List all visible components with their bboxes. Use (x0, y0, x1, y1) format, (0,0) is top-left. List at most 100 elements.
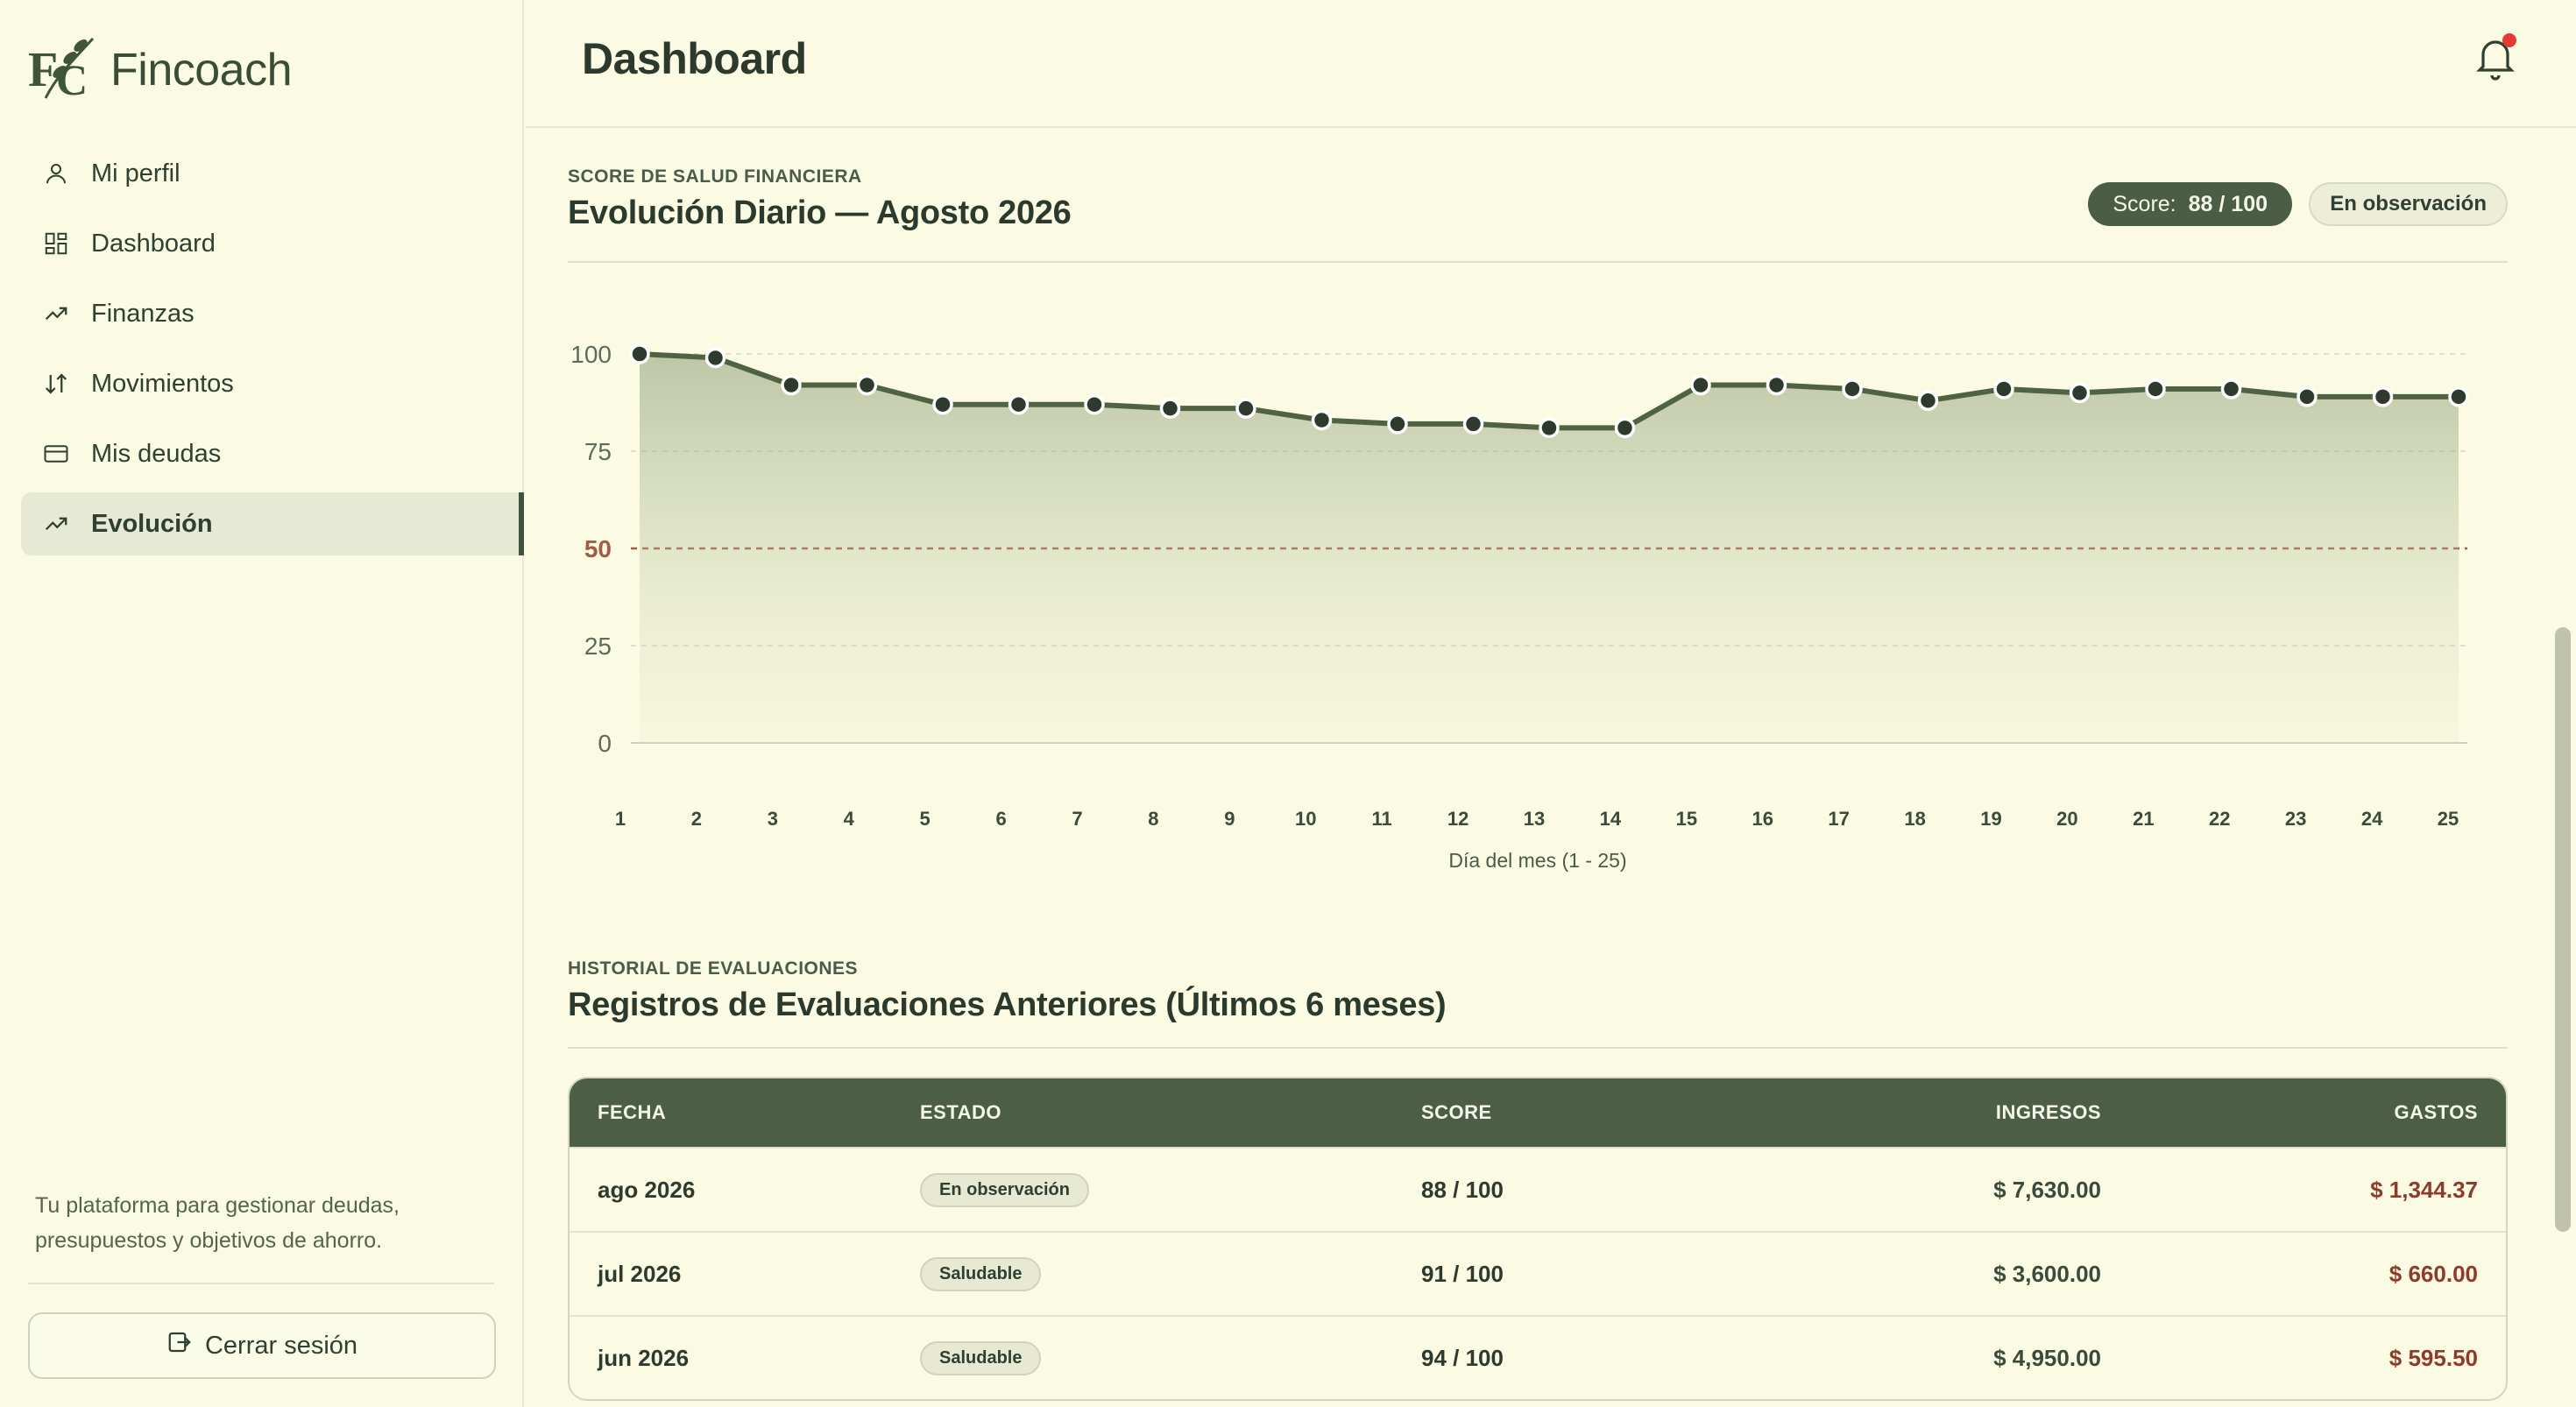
sidebar-nav: Mi perfil Dashboard Finanzas Movimientos… (21, 142, 524, 562)
x-tick-label: 25 (2438, 808, 2459, 830)
x-tick-label: 2 (691, 808, 702, 830)
cell-gastos: $ 595.50 (2388, 1344, 2478, 1371)
x-tick-label: 12 (1447, 808, 1468, 830)
x-tick-label: 18 (1904, 808, 1925, 830)
cell-gastos: $ 1,344.37 (2370, 1176, 2478, 1203)
bell-icon (2474, 40, 2516, 84)
score-label: Score: (2112, 191, 2176, 216)
y-tick-label: 75 (584, 438, 612, 465)
cell-ingresos: $ 7,630.00 (1993, 1176, 2101, 1203)
logout-label: Cerrar sesión (204, 1331, 358, 1360)
col-estado: ESTADO (920, 1101, 1002, 1123)
score-eyebrow: SCORE DE SALUD FINANCIERA (568, 166, 862, 187)
x-tick-label: 21 (2133, 808, 2154, 830)
col-score: SCORE (1421, 1101, 1492, 1123)
data-point (2220, 378, 2242, 399)
x-tick-label: 10 (1295, 808, 1316, 830)
notifications-button[interactable] (2474, 33, 2516, 84)
data-point (1235, 398, 1256, 419)
x-tick-label: 19 (1980, 808, 2001, 830)
score-chart: 0 25 50 75 100 1 2 3 4 5 6 7 8 9 10 11 12 13 14 15 16 17 18 19 2… (568, 130, 2508, 918)
data-point (1008, 393, 1030, 415)
data-point (856, 374, 878, 396)
data-point (704, 347, 726, 369)
sidebar-item-label: Evolución (91, 509, 213, 538)
data-point (1084, 393, 1105, 415)
history-divider (568, 1047, 2508, 1049)
status-badge: En observación (2309, 182, 2508, 226)
score-title: Evolución Diario — Agosto 2026 (568, 194, 1072, 231)
sidebar-item-label: Mi perfil (91, 159, 180, 187)
table-row[interactable]: jun 2026 Saludable 94 / 100 $ 4,950.00 $… (570, 1315, 2506, 1399)
x-tick-label: 5 (920, 808, 931, 830)
score-divider (568, 261, 2508, 263)
sidebar-item-label: Mis deudas (91, 439, 222, 468)
sidebar-item-finanzas[interactable]: Finanzas (21, 282, 524, 345)
sidebar-divider (28, 1283, 494, 1284)
x-tick-label: 24 (2361, 808, 2383, 830)
x-tick-label: 3 (768, 808, 778, 830)
card-icon (42, 440, 70, 468)
sidebar-item-movimientos[interactable]: Movimientos (21, 352, 524, 415)
sidebar-item-mi-perfil[interactable]: Mi perfil (21, 142, 524, 205)
top-bar: Dashboard (526, 0, 2576, 128)
cell-fecha: ago 2026 (598, 1176, 696, 1203)
cell-ingresos: $ 4,950.00 (1993, 1344, 2101, 1371)
history-title: Registros de Evaluaciones Anteriores (Úl… (568, 986, 1447, 1023)
y-tick-label: 0 (598, 730, 612, 757)
data-point (1917, 390, 1939, 412)
status-pill: En observación (920, 1172, 1089, 1207)
svg-text:F: F (28, 43, 58, 97)
series-area (640, 354, 2459, 743)
arrows-updown-icon (42, 370, 70, 398)
x-tick-label: 4 (844, 808, 855, 830)
page-title: Dashboard (582, 34, 807, 83)
x-axis-label: Día del mes (1 - 25) (1448, 849, 1626, 872)
x-tick-label: 9 (1224, 808, 1235, 830)
trend-up-icon (42, 300, 70, 328)
fincoach-logo-icon: F C (26, 32, 98, 108)
cell-score: 94 / 100 (1421, 1344, 1504, 1371)
data-point (1614, 417, 1636, 439)
x-tick-label: 1 (615, 808, 626, 830)
cell-fecha: jun 2026 (598, 1344, 690, 1371)
sidebar-item-dashboard[interactable]: Dashboard (21, 212, 524, 275)
app-name: Fincoach (110, 44, 293, 95)
data-point (781, 374, 802, 396)
page-scrollbar[interactable] (2555, 627, 2571, 1232)
data-point (1387, 414, 1408, 435)
sidebar-item-evolucion[interactable]: Evolución (21, 492, 524, 555)
logout-button[interactable]: Cerrar sesión (28, 1312, 496, 1379)
data-point (1311, 409, 1333, 431)
table-row[interactable]: ago 2026 En observación 88 / 100 $ 7,630… (570, 1147, 2506, 1231)
history-table: FECHA ESTADO SCORE INGRESOS GASTOS ago 2… (568, 1077, 2508, 1401)
score-badge: Score: 88 / 100 (2088, 182, 2292, 226)
col-fecha: FECHA (598, 1101, 667, 1123)
history-eyebrow: HISTORIAL DE EVALUACIONES (568, 958, 859, 979)
status-pill: Saludable (920, 1256, 1042, 1291)
data-point (1539, 417, 1560, 439)
grid-icon (42, 230, 70, 258)
cell-ingresos: $ 3,600.00 (1993, 1260, 2101, 1287)
data-point (2448, 386, 2469, 407)
brand[interactable]: F C Fincoach (26, 32, 293, 108)
score-section: SCORE DE SALUD FINANCIERA Evolución Diar… (568, 130, 2508, 918)
sidebar-item-label: Finanzas (91, 299, 195, 328)
col-ingresos: INGRESOS (1995, 1101, 2101, 1123)
x-tick-label: 11 (1372, 808, 1392, 830)
sidebar-item-mis-deudas[interactable]: Mis deudas (21, 422, 524, 485)
sidebar-item-label: Dashboard (91, 229, 216, 258)
x-tick-label: 15 (1676, 808, 1697, 830)
x-tick-label: 8 (1148, 808, 1158, 830)
x-tick-label: 17 (1828, 808, 1849, 830)
table-row[interactable]: jul 2026 Saludable 91 / 100 $ 3,600.00 $… (570, 1231, 2506, 1315)
history-section: HISTORIAL DE EVALUACIONES Registros de E… (568, 958, 2508, 1401)
cell-score: 88 / 100 (1421, 1176, 1504, 1203)
cell-gastos: $ 660.00 (2388, 1260, 2478, 1287)
data-point (1690, 374, 1711, 396)
data-point (1993, 378, 2014, 399)
trend-up-icon (42, 510, 70, 538)
score-value: 88 / 100 (2188, 191, 2268, 216)
logout-icon (166, 1329, 205, 1362)
